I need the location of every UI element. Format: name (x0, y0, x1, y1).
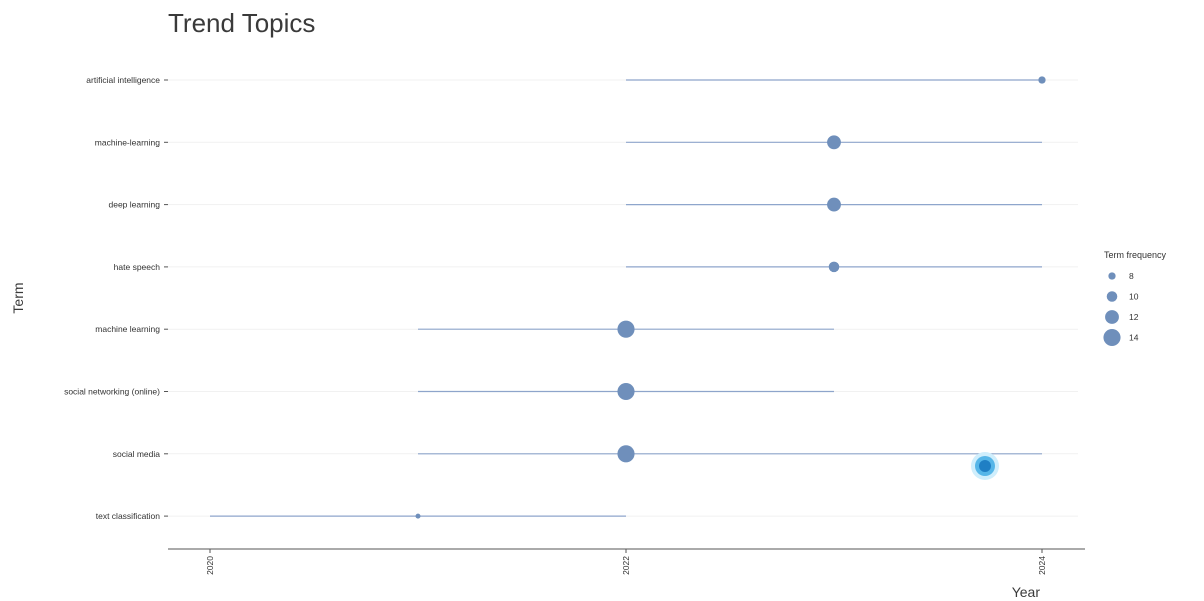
legend: 8 10 12 14 (1103, 271, 1139, 347)
y-tick-label: deep learning (108, 200, 160, 210)
term-median-point (617, 320, 635, 338)
term-median-point (827, 197, 841, 212)
y-tick-label: social media (113, 449, 161, 459)
legend-label: 14 (1129, 333, 1139, 343)
points (415, 76, 1046, 519)
x-tick-label: 2022 (621, 556, 631, 575)
x-tick-label: 2024 (1037, 556, 1047, 575)
legend-key (1106, 291, 1118, 302)
term-median-point (415, 513, 421, 519)
y-tick-label: hate speech (114, 262, 161, 272)
chart-title: Trend Topics (168, 8, 315, 38)
y-tick-label: machine-learning (95, 137, 160, 147)
term-median-point (828, 261, 840, 273)
watermark-badge-icon (971, 452, 999, 480)
y-tick-label: machine learning (95, 324, 160, 334)
legend-label: 8 (1129, 271, 1134, 281)
legend-key (1103, 328, 1121, 347)
legend-title: Term frequency (1104, 250, 1167, 260)
y-axis-label: Term (10, 282, 26, 313)
term-median-point (617, 445, 635, 463)
x-axis-ticks: 2020 2022 2024 (205, 549, 1047, 575)
y-axis-ticks: artificial intelligence machine-learning d… (64, 75, 168, 521)
y-tick-label: text classification (96, 511, 161, 521)
legend-label: 10 (1129, 292, 1139, 302)
legend-key (1105, 310, 1119, 324)
term-median-point (1038, 76, 1046, 84)
x-axis-label: Year (1012, 584, 1041, 600)
y-tick-label: artificial intelligence (86, 75, 160, 85)
legend-key (1108, 272, 1116, 280)
y-tick-label: social networking (online) (64, 387, 160, 397)
term-median-point (617, 382, 635, 401)
legend-label: 12 (1129, 312, 1139, 322)
x-tick-label: 2020 (205, 556, 215, 575)
term-median-point (827, 135, 841, 150)
